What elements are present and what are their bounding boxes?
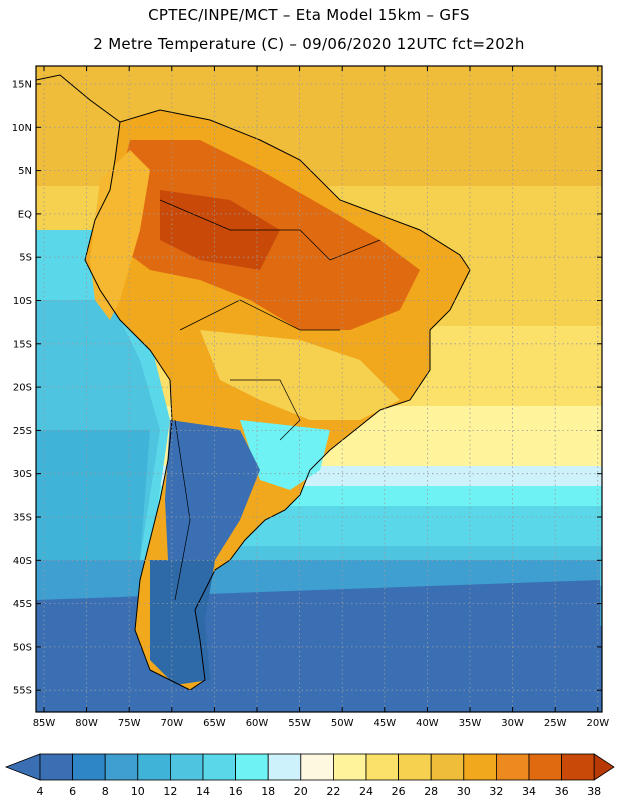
colorbar-label: 8 — [102, 785, 109, 798]
colorbar-swatch — [528, 753, 562, 781]
lat-label: 25S — [13, 426, 32, 437]
colorbar-label: 36 — [555, 785, 569, 798]
colorbar-label: 10 — [131, 785, 145, 798]
lon-label: 25W — [544, 718, 567, 729]
colorbar-label: 22 — [326, 785, 340, 798]
lon-label: 80W — [75, 718, 98, 729]
colorbar-label: 26 — [392, 785, 406, 798]
lat-label: 10S — [13, 296, 32, 307]
lon-label: 50W — [331, 718, 354, 729]
colorbar-label: 14 — [196, 785, 210, 798]
title-line-1: CPTEC/INPE/MCT – Eta Model 15km – GFS — [148, 6, 470, 24]
lat-label: 40S — [13, 556, 32, 567]
title-line-2: 2 Metre Temperature (C) – 09/06/2020 12U… — [93, 35, 525, 53]
lon-label: 65W — [203, 718, 226, 729]
longitude-labels: 85W 80W 75W 70W 65W 60W 55W 50W 45W 40W 35W 30W 25W 2… — [33, 718, 610, 729]
colorbar-swatch — [104, 753, 139, 781]
colorbar-swatch — [398, 753, 432, 781]
colorbar-label: 34 — [522, 785, 536, 798]
lon-label: 45W — [373, 718, 396, 729]
map-field — [36, 66, 602, 712]
colorbar-labels: 4 6 8 10 12 14 16 18 20 22 24 26 28 30 32 34 36 38 — [37, 785, 602, 798]
colorbar-swatch — [267, 753, 302, 781]
colorbar-swatch — [202, 753, 236, 781]
colorbar-swatch — [137, 753, 171, 781]
colorbar-swatch — [332, 753, 367, 781]
colorbar-swatch — [561, 753, 595, 781]
colorbar-swatch — [365, 753, 399, 781]
colorbar-swatch — [463, 753, 497, 781]
colorbar-swatch — [72, 753, 106, 781]
colorbar-label: 24 — [359, 785, 373, 798]
lat-label: 15N — [12, 80, 32, 91]
colorbar-swatch — [39, 753, 73, 781]
colorbar-low-arrow — [4, 753, 41, 781]
colorbar-label: 30 — [457, 785, 471, 798]
colorbar-label: 38 — [587, 785, 601, 798]
colorbar — [4, 753, 615, 781]
colorbar-label: 6 — [69, 785, 76, 798]
lon-label: 40W — [416, 718, 439, 729]
lon-label: 85W — [33, 718, 56, 729]
lon-label: 70W — [160, 718, 183, 729]
colorbar-swatch — [300, 753, 334, 781]
lat-label: 55S — [13, 686, 32, 697]
colorbar-label: 28 — [424, 785, 438, 798]
colorbar-swatch — [495, 753, 530, 781]
lon-label: 60W — [246, 718, 269, 729]
lon-label: 75W — [118, 718, 141, 729]
lat-label: EQ — [18, 209, 32, 220]
colorbar-swatch — [235, 753, 269, 781]
map-frame — [35, 65, 603, 713]
colorbar-label: 20 — [294, 785, 308, 798]
lat-label: 5N — [18, 166, 32, 177]
lat-label: 30S — [13, 469, 32, 480]
colorbar-label: 16 — [229, 785, 243, 798]
colorbar-label: 12 — [163, 785, 177, 798]
lat-label: 5S — [19, 253, 32, 264]
lon-label: 55W — [288, 718, 311, 729]
lat-label: 35S — [13, 513, 32, 524]
lon-label: 30W — [501, 718, 524, 729]
colorbar-label: 4 — [37, 785, 44, 798]
colorbar-label: 32 — [489, 785, 503, 798]
lat-label: 20S — [13, 383, 32, 394]
lon-label: 35W — [459, 718, 482, 729]
axis-ticks — [36, 66, 602, 712]
lat-label: 45S — [13, 599, 32, 610]
lat-label: 10N — [12, 123, 32, 134]
lon-label: 20W — [586, 718, 609, 729]
colorbar-swatch — [169, 753, 204, 781]
lat-label: 15S — [13, 339, 32, 350]
colorbar-high-arrow — [593, 753, 615, 781]
lat-label: 50S — [13, 642, 32, 653]
colorbar-label: 18 — [261, 785, 275, 798]
latitude-labels: 15N 10N 5N EQ 5S 10S 15S 20S 25S 30S 35S 40S 45S 50S 5… — [12, 80, 32, 697]
colorbar-swatch — [430, 753, 465, 781]
